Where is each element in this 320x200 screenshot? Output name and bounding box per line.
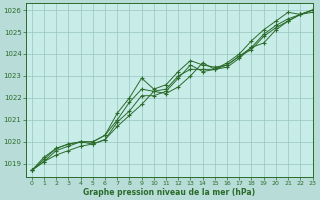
X-axis label: Graphe pression niveau de la mer (hPa): Graphe pression niveau de la mer (hPa) <box>83 188 255 197</box>
